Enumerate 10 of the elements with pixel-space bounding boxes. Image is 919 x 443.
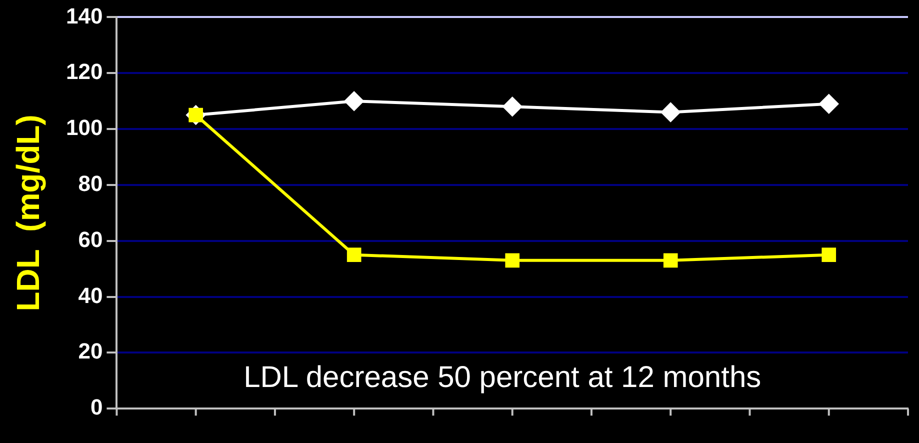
y-tick-label: 0: [90, 394, 103, 420]
y-tick-label: 120: [66, 59, 103, 84]
y-tick-label: 140: [66, 3, 103, 28]
y-tick-label: 60: [78, 226, 103, 252]
annotation: LDL decrease 50 percent at 12 months: [244, 360, 762, 394]
y-tick-label: 40: [78, 282, 103, 308]
y-tick-label: 100: [66, 115, 103, 140]
y-tick-label: 80: [78, 171, 103, 196]
y-tick-label: 20: [78, 338, 103, 364]
y-axis-title: LDL (mg/dL): [10, 114, 46, 312]
